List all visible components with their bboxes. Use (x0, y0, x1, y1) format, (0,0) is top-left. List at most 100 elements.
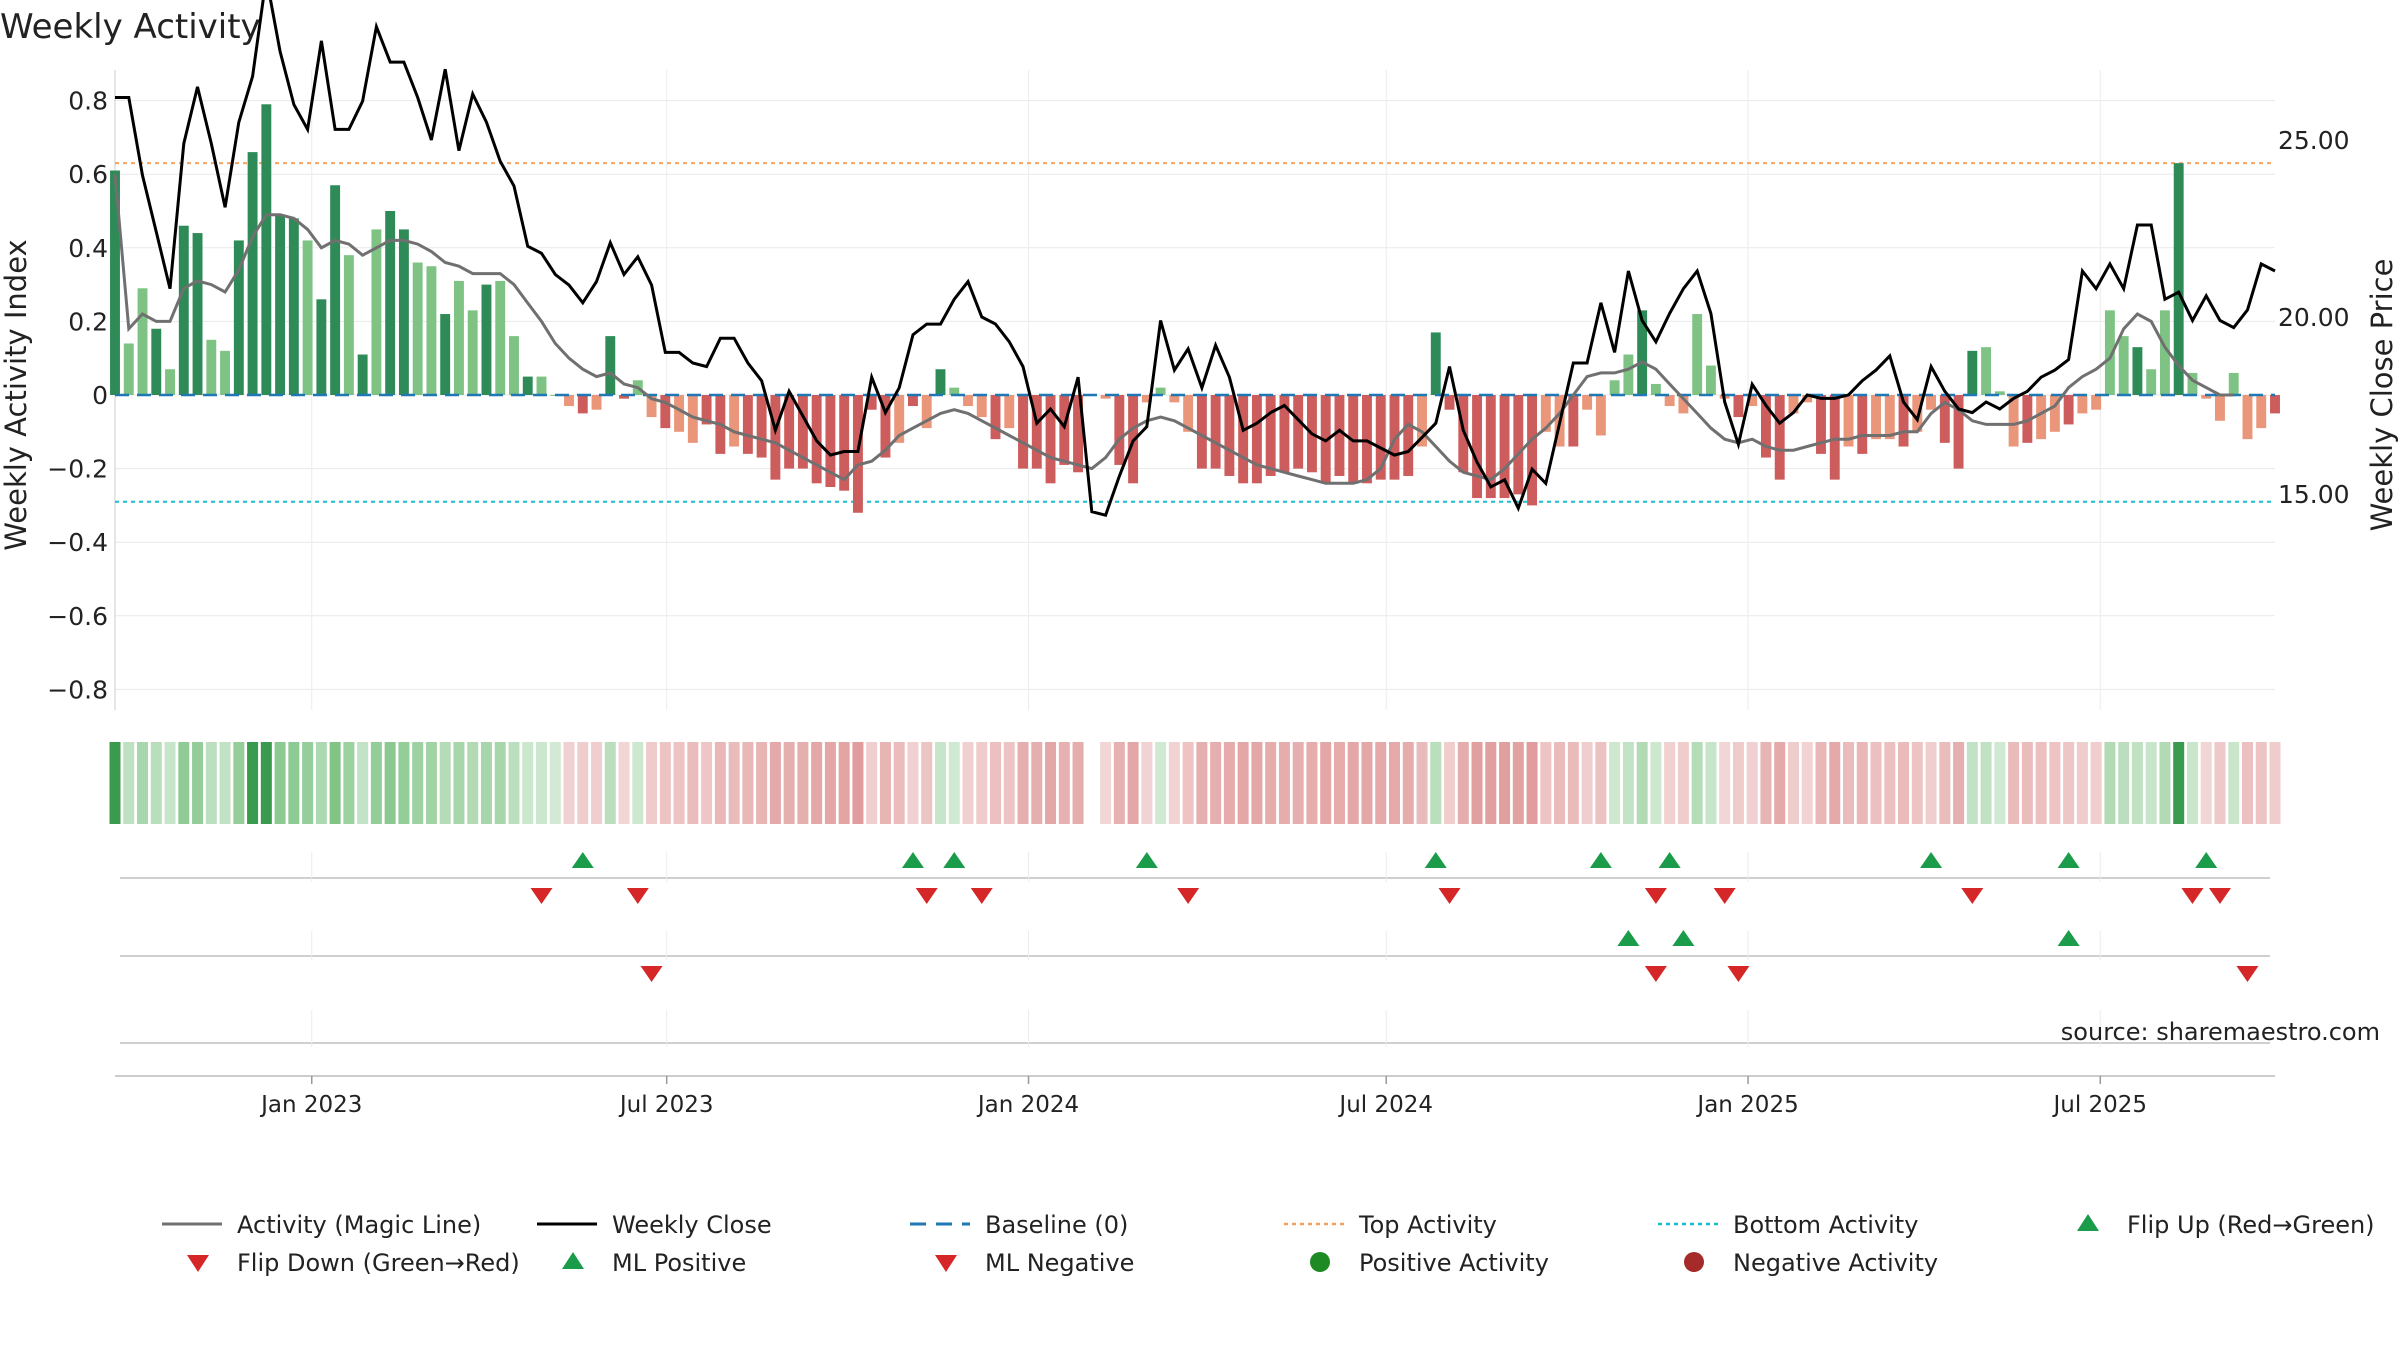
strip-cell (1609, 742, 1621, 824)
activity-bar (1031, 395, 1042, 469)
activity-bar (1100, 395, 1111, 399)
strip-cell (1980, 742, 1992, 824)
strip-cell (1072, 742, 1084, 824)
strip-cell (1650, 742, 1662, 824)
left-tick-label: 0.2 (68, 307, 108, 336)
activity-bar (1004, 395, 1015, 429)
activity-bar (577, 395, 588, 414)
strip-cell (453, 742, 465, 824)
weekly-close-series (115, 0, 2276, 517)
strip-cell (2049, 742, 2061, 824)
flip-down-marker (915, 888, 938, 904)
activity-bar (1747, 395, 1758, 407)
activity-bar (1375, 395, 1386, 480)
strip-cell (2063, 742, 2075, 824)
flip-down-marker (970, 888, 993, 904)
activity-bar (756, 395, 767, 458)
activity-bar (990, 395, 1001, 440)
strip-cell (742, 742, 754, 824)
strip-cell (1966, 742, 1978, 824)
activity-bar (1802, 395, 1813, 403)
activity-bar (908, 395, 918, 407)
strip-cell (1457, 742, 1469, 824)
activity-bar (2146, 369, 2157, 395)
strip-cell (1499, 742, 1511, 824)
legend-item: Bottom Activity (1658, 1211, 1918, 1239)
strip-cell (508, 742, 520, 824)
strip-cell (1664, 742, 1676, 824)
strip-cell (2200, 742, 2212, 824)
strip-cell (315, 742, 327, 824)
flip-down-marker (1961, 888, 1984, 904)
left-tick-label: 0.8 (68, 87, 108, 116)
activity-bar (316, 299, 327, 395)
strip-cell (480, 742, 492, 824)
strip-cell (756, 742, 768, 824)
strip-cell (329, 742, 341, 824)
strip-cell (1787, 742, 1799, 824)
strip-cell (1911, 742, 1923, 824)
activity-bar (1403, 395, 1414, 476)
activity-bar (1018, 395, 1028, 469)
legend-item: Flip Up (Red→Green) (2077, 1211, 2375, 1239)
strip-cell (1746, 742, 1758, 824)
legend-item: Top Activity (1284, 1211, 1497, 1239)
activity-bar (1637, 310, 1648, 395)
legend-label: Top Activity (1358, 1211, 1497, 1239)
activity-bar (963, 395, 973, 407)
flip-up-marker (1920, 852, 1943, 868)
legend-up-icon (562, 1252, 584, 1269)
strip-cell (302, 742, 314, 824)
x-tick-label: Jan 2025 (1695, 1092, 1798, 1118)
right-tick-label: 25.00 (2278, 126, 2350, 155)
activity-bar (729, 395, 740, 447)
left-tick-label: 0.4 (68, 234, 108, 263)
activity-bar (2173, 163, 2184, 395)
strip-cell (1843, 742, 1855, 824)
strip-cell (2035, 742, 2047, 824)
strip-cell (1677, 742, 1689, 824)
strip-cell (1251, 742, 1263, 824)
x-tick-label: Jan 2023 (259, 1092, 362, 1118)
strip-cell (1732, 742, 1744, 824)
activity-bar (1430, 332, 1441, 395)
activity-bar (880, 395, 891, 458)
strip-cell (260, 742, 272, 824)
activity-bar (1623, 354, 1634, 395)
strip-cell (1168, 742, 1180, 824)
strip-cell (659, 742, 671, 824)
activity-bar (1664, 395, 1675, 407)
strip-cell (1361, 742, 1373, 824)
strip-cell (1292, 742, 1304, 824)
legend-item: Flip Down (Green→Red) (187, 1249, 520, 1277)
source-credit: source: sharemaestro.com (2061, 1018, 2380, 1046)
strip-cell (288, 742, 300, 824)
strip-cell (1100, 742, 1112, 824)
activity-bar (921, 395, 932, 429)
activity-bar (1857, 395, 1868, 454)
strip-cell (838, 742, 850, 824)
strip-cell (1622, 742, 1634, 824)
strip-cell (1320, 742, 1332, 824)
activity-bar (2132, 347, 2143, 395)
strip-cell (370, 742, 382, 824)
strip-cell (893, 742, 905, 824)
flip-down-marker (1177, 888, 1200, 904)
strip-cell (439, 742, 451, 824)
left-tick-label: −0.8 (47, 675, 108, 704)
strip-cell (2008, 742, 2020, 824)
left-tick-label: −0.2 (47, 455, 108, 484)
flip-up-marker (571, 852, 594, 868)
right-tick-label: 15.00 (2278, 480, 2350, 509)
strip-cell (769, 742, 781, 824)
flip-down-marker (1644, 888, 1667, 904)
left-tick-label: 0 (92, 381, 108, 410)
left-tick-label: 0.6 (68, 160, 108, 189)
activity-bar (2228, 372, 2239, 395)
activity-bar (371, 229, 382, 395)
strip-cell (178, 742, 190, 824)
strip-cell (1430, 742, 1442, 824)
activity-bar (564, 395, 574, 407)
activity-bar (742, 395, 753, 454)
activity-bar (2242, 395, 2253, 440)
